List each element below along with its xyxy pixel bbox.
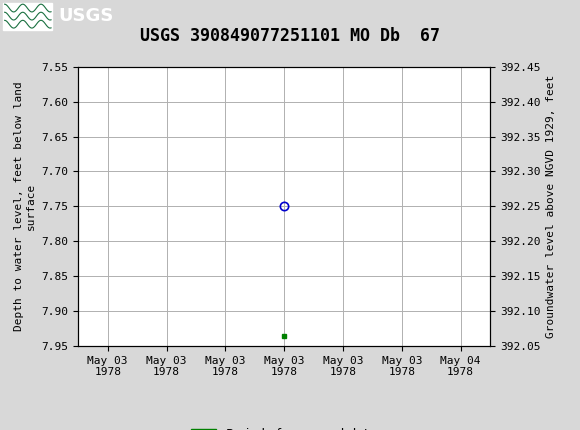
Text: USGS 390849077251101 MO Db  67: USGS 390849077251101 MO Db 67 bbox=[140, 27, 440, 45]
Y-axis label: Groundwater level above NGVD 1929, feet: Groundwater level above NGVD 1929, feet bbox=[546, 75, 556, 338]
Bar bbox=[3, 3, 52, 30]
Legend: Period of approved data: Period of approved data bbox=[186, 423, 382, 430]
Y-axis label: Depth to water level, feet below land
surface: Depth to water level, feet below land su… bbox=[14, 82, 36, 331]
Text: USGS: USGS bbox=[58, 7, 113, 25]
